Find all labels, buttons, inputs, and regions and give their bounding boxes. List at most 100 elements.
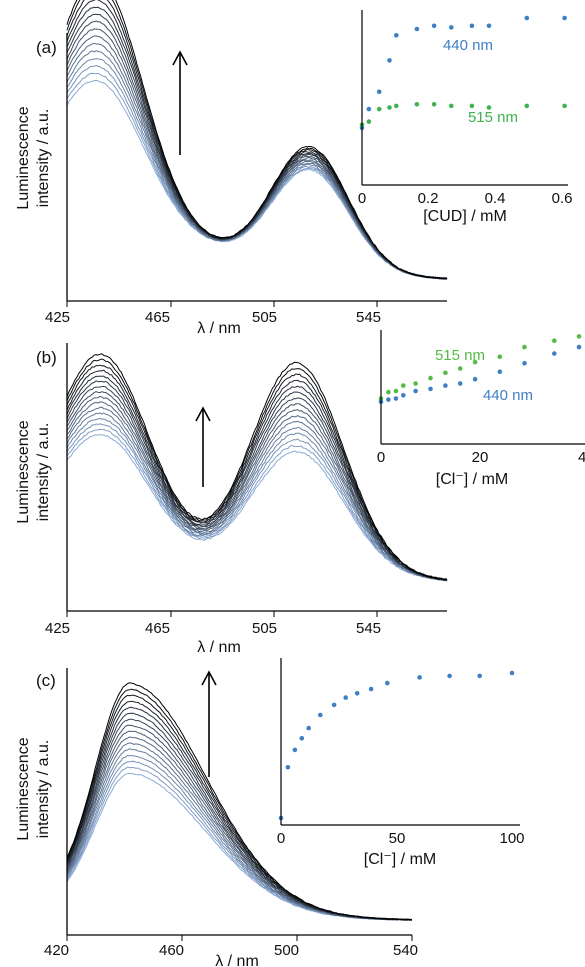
spectrum-line <box>66 417 448 581</box>
inset-data-point <box>562 15 567 21</box>
spectrum-line <box>66 6 448 280</box>
panel-a-tick-label: 425 <box>45 309 70 326</box>
inset-data-point <box>472 376 478 382</box>
panel-a-ylabel-line2: intensity / a.u. <box>35 109 52 208</box>
inset-data-point <box>443 383 448 388</box>
inset-data-point <box>306 725 312 731</box>
panel-a-inset: 0 0.2 0.4 0.6 [CUD] / mM 440 nm 515 nm <box>358 10 572 225</box>
panel-a-ylabel-line1: Luminescence <box>15 106 32 209</box>
spectrum-line <box>66 391 448 582</box>
inset-data-point <box>401 383 406 388</box>
panel-a-spectra <box>66 0 448 280</box>
panel-c-xlabel: λ / nm <box>215 953 259 967</box>
inset-data-point <box>552 351 557 356</box>
spectrum-line <box>66 72 448 280</box>
inset-data-point <box>394 103 399 109</box>
panel-c-tick-label: 500 <box>274 942 299 959</box>
panel-b-inset-xlabel: [Cl⁻] / mM <box>436 471 508 488</box>
panel-c-tick-label: 420 <box>44 942 69 959</box>
inset-data-point <box>417 675 422 680</box>
panel-b-tick-label: 505 <box>252 620 277 637</box>
inset-data-point <box>431 23 437 29</box>
spectrum-line <box>66 28 448 280</box>
spectrum-line <box>66 736 413 921</box>
panel-c-spectra <box>66 682 413 921</box>
panel-a-tick-label: 545 <box>356 309 381 326</box>
panel-b-inset-tick: 40 <box>578 449 585 466</box>
inset-data-point <box>331 702 337 708</box>
panel-a-xlabel: λ / nm <box>197 320 241 337</box>
inset-data-point <box>354 691 360 696</box>
panel-c-arrow <box>201 670 217 777</box>
panel-c-inset: 0 50 100 [Cl⁻] / mM <box>277 658 525 868</box>
inset-data-point <box>299 736 305 741</box>
panel-c-inset-tick: 0 <box>277 830 285 847</box>
panel-b-series-label-440: 440 nm <box>483 387 533 404</box>
panel-c-tick-label: 460 <box>159 942 184 959</box>
inset-data-point <box>343 695 349 700</box>
spectrum-line <box>66 0 448 280</box>
inset-data-point <box>376 89 382 95</box>
panel-b-tick-label: 545 <box>356 620 381 637</box>
panel-a-inset-points <box>359 15 567 131</box>
spectrum-line <box>66 0 448 280</box>
panel-a-series-label-440: 440 nm <box>443 37 493 54</box>
inset-data-point <box>366 106 372 112</box>
spectrum-line <box>66 412 448 582</box>
inset-data-point <box>413 388 418 394</box>
panel-b-inset-points <box>378 334 582 405</box>
spectrum-line <box>66 369 448 580</box>
inset-data-point <box>393 396 399 401</box>
panel-a-arrow <box>172 50 188 155</box>
panel-a-tick-label: 465 <box>145 309 170 326</box>
inset-data-point <box>386 397 391 402</box>
panel-b-label: (b) <box>36 348 57 367</box>
inset-data-point <box>447 673 452 679</box>
spectrum-line <box>66 353 448 580</box>
inset-data-point <box>394 33 399 38</box>
panel-a-tick-label: 505 <box>252 309 277 326</box>
spectrum-line <box>66 42 448 280</box>
inset-data-point <box>457 366 463 371</box>
panel-a-inset-xlabel: [CUD] / mM <box>423 208 507 225</box>
inset-data-point <box>486 105 492 110</box>
spectrum-line <box>66 13 448 280</box>
panel-b-spectra <box>66 353 448 582</box>
inset-data-point <box>285 765 291 770</box>
inset-data-point <box>428 386 433 392</box>
spectrum-line <box>66 434 448 581</box>
inset-data-point <box>524 103 530 109</box>
inset-data-point <box>385 680 390 686</box>
inset-data-point <box>368 686 374 692</box>
inset-data-point <box>562 103 567 109</box>
spectrum-line <box>66 375 448 581</box>
spectrum-line <box>66 385 448 581</box>
spectrum-line <box>66 0 447 280</box>
inset-data-point <box>552 338 557 344</box>
inset-data-point <box>428 375 433 381</box>
inset-data-point <box>449 25 454 30</box>
panel-b-series-label-515: 515 nm <box>435 347 485 364</box>
panel-c-ylabel-line1: Luminescence <box>15 737 32 840</box>
panel-b: (b) Luminescence intensity / a.u. 425 46… <box>15 330 585 656</box>
inset-data-point <box>472 359 478 365</box>
inset-data-point <box>469 103 475 109</box>
inset-data-point <box>292 747 298 753</box>
panel-c-inset-tick: 50 <box>389 830 406 847</box>
inset-data-point <box>486 23 492 29</box>
panel-b-inset: 0 20 40 [Cl⁻] / mM 515 nm 440 nm <box>377 330 585 488</box>
inset-data-point <box>509 670 515 676</box>
spectrum-line <box>66 0 448 280</box>
panel-a-series-label-515: 515 nm <box>468 109 518 126</box>
inset-data-point <box>414 26 420 32</box>
spectrum-line <box>66 65 448 280</box>
inset-data-point <box>457 381 463 386</box>
spectrum-line <box>66 712 413 921</box>
panel-c: (c) Luminescence intensity / a.u. 420 46… <box>15 658 525 967</box>
spectrum-line <box>66 358 448 581</box>
panel-b-tick-label: 465 <box>145 620 170 637</box>
inset-data-point <box>413 381 418 386</box>
spectrum-line <box>66 35 448 280</box>
panel-a-inset-tick: 0.4 <box>485 190 506 207</box>
spectrum-line <box>66 682 413 921</box>
